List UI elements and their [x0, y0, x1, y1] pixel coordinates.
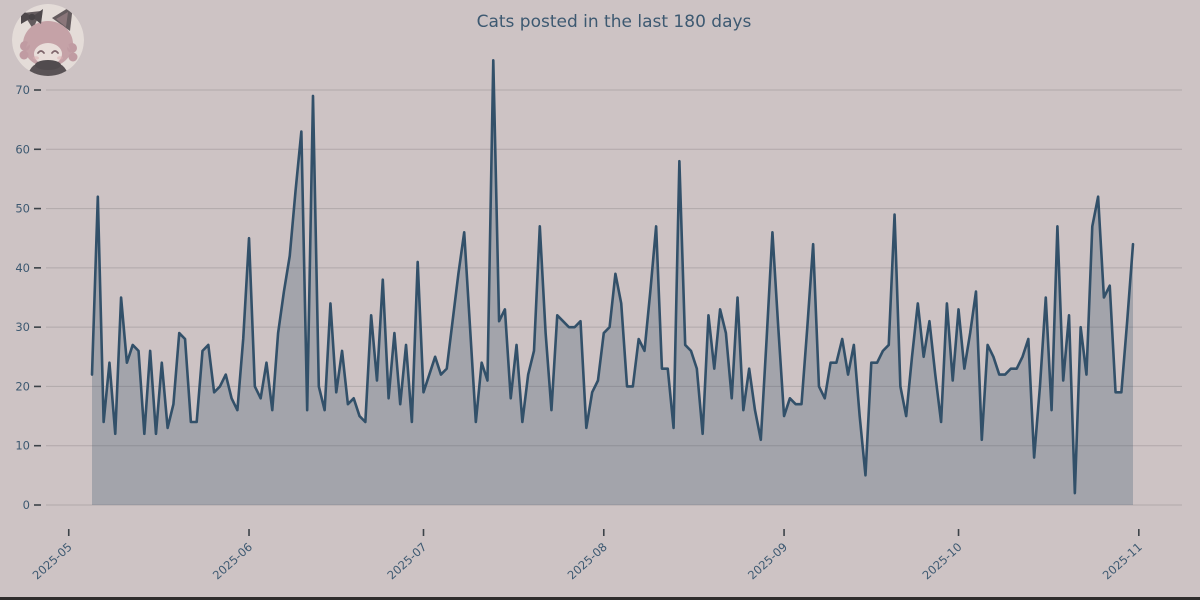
hair-bow-knot — [28, 13, 36, 21]
y-tick-label: 20 — [15, 379, 30, 393]
closed-eye-left — [37, 50, 45, 54]
x-tick-label: 2025-11 — [1100, 540, 1145, 583]
x-tick-label: 2025-08 — [565, 540, 610, 583]
avatar-face — [34, 43, 62, 65]
x-tick-label: 2025-09 — [745, 540, 790, 583]
closed-eye-right — [51, 50, 59, 54]
cat-ear-right-inner — [56, 12, 68, 27]
y-tick-label: 30 — [15, 320, 30, 334]
y-tick-label: 60 — [15, 142, 30, 156]
x-tick-label: 2025-10 — [919, 540, 964, 583]
hair-bow-icon — [32, 9, 43, 24]
y-tick-label: 40 — [15, 261, 30, 275]
x-tick-label: 2025-06 — [210, 540, 255, 583]
y-tick-label: 0 — [23, 498, 30, 512]
data-line — [90, 59, 1135, 495]
blush-right — [57, 56, 63, 60]
blush-left — [33, 56, 39, 60]
hair-bow-icon — [21, 10, 33, 24]
y-tick-label: 70 — [15, 83, 30, 97]
window-bottom-edge — [0, 597, 1200, 600]
braid-right — [67, 43, 77, 53]
braid-right — [68, 52, 78, 62]
x-tick-label: 2025-07 — [384, 540, 429, 583]
y-tick-label: 10 — [15, 439, 30, 453]
avatar-image — [12, 4, 84, 76]
braid-left — [19, 50, 29, 60]
avatar-bangs — [26, 29, 70, 50]
chart-title: Cats posted in the last 180 days — [476, 12, 752, 32]
area-fill — [92, 60, 1133, 506]
y-tick-label: 50 — [15, 202, 30, 216]
x-tick-label: 2025-05 — [30, 540, 75, 583]
user-avatar — [12, 4, 84, 76]
avatar-scarf — [35, 60, 61, 70]
